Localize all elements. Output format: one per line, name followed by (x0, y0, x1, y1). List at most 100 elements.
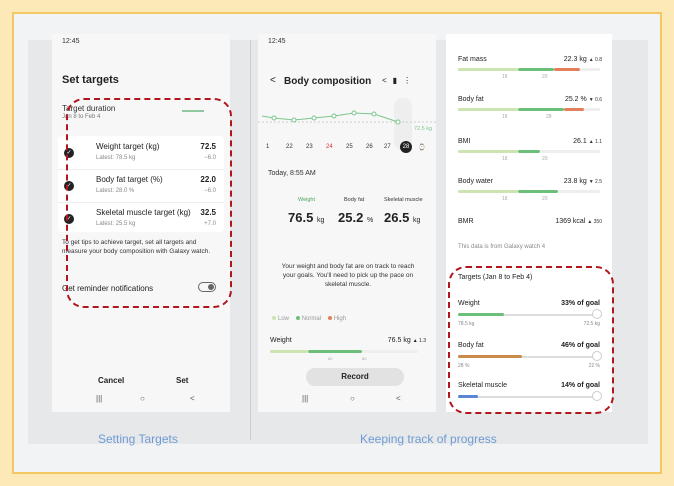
goal-progress-bar (458, 313, 505, 316)
weight-bar-high (362, 350, 418, 353)
trend-chart: 72.5 kg (258, 98, 436, 150)
date-item-selected[interactable]: 28 (400, 141, 412, 153)
target-diff: −6.0 (204, 188, 216, 194)
chart-value-label: 72.5 kg (414, 126, 432, 132)
metric-label: Body water (458, 178, 494, 185)
data-point (351, 110, 357, 116)
reminder-label: Get reminder notifications (62, 284, 154, 293)
metric-label: Fat mass (458, 56, 487, 63)
weight-tick: 80 (362, 356, 367, 361)
reminder-toggle[interactable] (198, 282, 216, 292)
target-duration-label[interactable]: Target duration (62, 104, 116, 113)
target-diff: −6.0 (204, 155, 216, 161)
caption-left: Setting Targets (98, 432, 178, 446)
date-item[interactable]: 22 (286, 144, 293, 150)
date-item[interactable]: 24 (326, 144, 333, 150)
date-item[interactable]: 23 (306, 144, 313, 150)
metric-row-body-water[interactable]: Body water 23.8 kg ▼ 2.5 18 20 (458, 178, 602, 202)
target-latest: Latest: 28.0 % (96, 188, 135, 194)
tip-text: To get tips to achieve target, set all t… (62, 239, 211, 255)
metric-row-bmr[interactable]: BMR 1369 kcal ▲ 350 (446, 218, 612, 258)
home-icon[interactable]: ○ (140, 394, 145, 403)
metric-row-fat-mass[interactable]: Fat mass 22.3 kg ▲ 0.8 18 20 (458, 56, 602, 80)
check-icon[interactable]: ✓ (64, 181, 74, 191)
chart-icon[interactable]: ▮ (392, 76, 404, 85)
check-icon[interactable]: ✓ (64, 214, 74, 224)
header-icons: <▮⋮ (382, 76, 417, 85)
metric-label-skeletal-muscle: Skeletal muscle (384, 197, 423, 203)
body-composition-screen: 12:45 < Body composition <▮⋮ 72.5 kg 1 2… (258, 34, 436, 412)
target-name: Skeletal muscle target (kg) (96, 208, 191, 217)
watch-icon: ⌚ (418, 145, 426, 151)
target-duration-indicator (182, 110, 204, 112)
weight-tick: 60 (328, 356, 333, 361)
date-item[interactable]: 26 (366, 144, 373, 150)
nav-bar: ||| ○ < (258, 394, 436, 406)
back-arrow-icon[interactable]: < (270, 75, 276, 86)
status-time: 12:45 (62, 38, 80, 45)
metric-label-body-fat: Body fat (344, 197, 365, 203)
back-icon[interactable]: < (190, 394, 195, 403)
metric-label-weight: Weight (298, 197, 316, 203)
home-icon[interactable]: ○ (350, 394, 355, 403)
caption-right: Keeping track of progress (360, 432, 497, 446)
weight-row-label: Weight (270, 337, 292, 344)
date-item[interactable]: 27 (384, 144, 391, 150)
metric-row-body-fat[interactable]: Body fat 25.2 % ▼ 0.6 18 28 (458, 96, 602, 120)
more-icon[interactable]: ⋮ (403, 76, 418, 85)
goal-target-icon (592, 309, 602, 319)
cancel-button[interactable]: Cancel (98, 376, 125, 385)
target-diff: +7.0 (204, 221, 216, 227)
data-point (271, 115, 277, 121)
data-point (371, 111, 377, 117)
target-row-weight[interactable]: ✓ Weight target (kg) Latest: 78.5 kg 72.… (58, 136, 224, 170)
target-row-skeletal-muscle[interactable]: ✓ Skeletal muscle target (kg) Latest: 25… (58, 202, 224, 236)
nav-bar: ||| ○ < (52, 394, 230, 406)
trend-line (261, 112, 399, 123)
target-value: 22.0 (200, 175, 216, 184)
body-metrics-screen: Fat mass 22.3 kg ▲ 0.8 18 20 Body fat 25… (446, 34, 612, 412)
timestamp: Today, 8:55 AM (268, 170, 316, 177)
set-button[interactable]: Set (176, 376, 189, 385)
metric-label: BMI (458, 138, 471, 145)
metric-skeletal-muscle: 26.5 kg (384, 210, 421, 225)
metric-weight: 76.5 kg (288, 210, 325, 225)
goal-progress-bar (458, 355, 523, 358)
data-point (291, 117, 297, 123)
target-latest: Latest: 78.5 kg (96, 155, 136, 161)
weight-bar-normal (308, 350, 362, 353)
weight-row-value: 76.5 kg ▲ 1.3 (387, 337, 426, 344)
goal-progress-bar (458, 395, 478, 398)
target-duration-range: Jan 8 to Feb 4 (62, 114, 101, 120)
page-title: Body composition (284, 76, 372, 87)
highlight-ring-targets (66, 98, 232, 308)
data-point (331, 113, 337, 119)
target-row-body-fat[interactable]: ✓ Body fat target (%) Latest: 28.0 % 22.… (58, 169, 224, 203)
selected-date-highlight (394, 98, 412, 150)
check-icon[interactable]: ✓ (64, 148, 74, 158)
recents-icon[interactable]: ||| (96, 394, 103, 403)
metric-value: 26.1 ▲ 1.1 (573, 138, 602, 145)
metric-value: 22.3 kg ▲ 0.8 (563, 56, 602, 63)
page-title: Set targets (62, 74, 119, 86)
record-button[interactable]: Record (306, 368, 404, 386)
metric-body-fat: 25.2 % (338, 210, 374, 225)
target-value: 72.5 (200, 142, 216, 151)
recents-icon[interactable]: ||| (302, 394, 309, 403)
targets-card: ✓ Weight target (kg) Latest: 78.5 kg 72.… (58, 136, 224, 232)
metric-row-bmi[interactable]: BMI 26.1 ▲ 1.1 18 20 (458, 138, 602, 162)
share-icon[interactable]: < (382, 76, 393, 85)
metric-value: 23.8 kg ▼ 2.5 (563, 178, 602, 185)
metric-value: 25.2 % ▼ 0.6 (564, 96, 602, 103)
date-item[interactable]: 25 (346, 144, 353, 150)
goal-row-weight[interactable]: Weight 33% of goal 78.5 kg 72.5 kg (458, 300, 602, 327)
highlight-ring-goals (448, 266, 614, 414)
weight-bar-low (270, 350, 308, 353)
metric-label: BMR (458, 218, 474, 225)
date-item[interactable]: 1 (266, 144, 270, 150)
metric-value: 1369 kcal ▲ 350 (555, 218, 602, 225)
back-icon[interactable]: < (396, 394, 401, 403)
goal-row-body-fat[interactable]: Body fat 46% of goal 28 % 22 % (458, 342, 602, 369)
targets-title: Targets (Jan 8 to Feb 4) (458, 274, 533, 281)
set-targets-screen: 12:45 Set targets Target duration Jan 8 … (52, 34, 230, 412)
